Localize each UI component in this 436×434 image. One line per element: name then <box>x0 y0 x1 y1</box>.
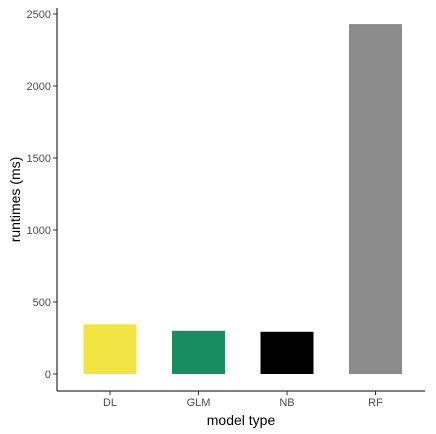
y-axis-title: runtimes (ms) <box>7 157 23 243</box>
bar-nb <box>260 331 314 374</box>
y-tick-label: 2500 <box>27 9 51 21</box>
y-tick-label: 0 <box>45 369 51 381</box>
bar-dl <box>83 324 137 374</box>
y-axis-ticks: 0 500 1000 1500 2000 2500 <box>27 9 57 381</box>
y-tick-label: 1500 <box>27 153 51 165</box>
x-axis-title: model type <box>207 412 276 428</box>
y-tick-label: 1000 <box>27 225 51 237</box>
bar-glm <box>172 330 225 374</box>
y-tick-label: 500 <box>33 297 51 309</box>
x-tick-label: GLM <box>187 397 211 409</box>
bar-rf <box>349 24 402 375</box>
y-tick-label: 2000 <box>27 81 51 93</box>
x-tick-label: RF <box>368 397 383 409</box>
x-tick-label: NB <box>279 397 294 409</box>
x-tick-label: DL <box>103 397 117 409</box>
bars-group <box>83 24 402 375</box>
x-axis-ticks: DL GLM NB RF <box>103 391 383 409</box>
